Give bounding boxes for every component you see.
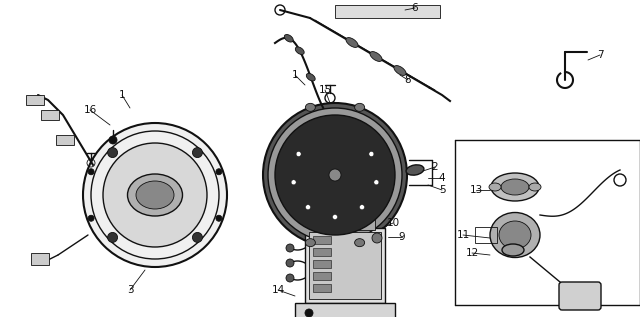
Circle shape	[286, 244, 294, 252]
Bar	[305, 228, 385, 303]
Circle shape	[291, 180, 296, 185]
Ellipse shape	[370, 52, 382, 61]
Circle shape	[296, 152, 301, 157]
Circle shape	[275, 115, 395, 235]
Bar	[41, 110, 59, 120]
Circle shape	[103, 143, 207, 247]
Circle shape	[109, 136, 117, 144]
Circle shape	[286, 274, 294, 282]
Bar	[475, 227, 497, 243]
Circle shape	[88, 215, 94, 221]
Text: 11: 11	[456, 230, 470, 240]
Ellipse shape	[499, 221, 531, 249]
Ellipse shape	[529, 183, 541, 191]
Ellipse shape	[489, 183, 501, 191]
Circle shape	[305, 309, 313, 317]
Circle shape	[329, 169, 341, 181]
Circle shape	[108, 232, 118, 243]
Circle shape	[108, 148, 118, 158]
Text: 6: 6	[412, 3, 419, 13]
Ellipse shape	[406, 165, 424, 175]
Circle shape	[268, 108, 402, 242]
Bar	[309, 232, 381, 299]
Circle shape	[216, 215, 222, 221]
Ellipse shape	[355, 239, 365, 247]
Ellipse shape	[127, 174, 182, 216]
Circle shape	[216, 169, 222, 175]
Ellipse shape	[502, 244, 524, 256]
Bar	[313, 272, 331, 280]
Circle shape	[333, 215, 337, 219]
Circle shape	[263, 103, 407, 247]
Bar	[335, 216, 375, 230]
Circle shape	[360, 205, 365, 210]
Text: 16: 16	[83, 105, 97, 115]
Circle shape	[374, 180, 379, 185]
Ellipse shape	[136, 181, 174, 209]
Circle shape	[286, 259, 294, 267]
Text: 1: 1	[118, 90, 125, 100]
Text: 5: 5	[438, 185, 445, 195]
Ellipse shape	[491, 173, 539, 201]
Text: 4: 4	[438, 173, 445, 183]
Text: 7: 7	[596, 50, 604, 60]
Text: 15: 15	[318, 85, 332, 95]
Bar	[313, 236, 331, 244]
Ellipse shape	[490, 212, 540, 257]
Text: 1: 1	[292, 70, 298, 80]
Bar	[313, 248, 331, 256]
Ellipse shape	[284, 35, 293, 42]
Bar	[31, 253, 49, 265]
Text: 10: 10	[387, 218, 399, 228]
Bar	[313, 260, 331, 268]
Bar	[56, 135, 74, 145]
Ellipse shape	[307, 74, 315, 81]
Text: 2: 2	[432, 162, 438, 172]
Ellipse shape	[355, 103, 365, 111]
Circle shape	[88, 169, 94, 175]
Circle shape	[372, 233, 382, 243]
Ellipse shape	[305, 239, 316, 247]
Ellipse shape	[295, 47, 304, 55]
Text: 13: 13	[469, 185, 483, 195]
Bar	[26, 95, 44, 105]
Text: 3: 3	[127, 285, 133, 295]
Ellipse shape	[346, 38, 358, 48]
Polygon shape	[335, 5, 440, 18]
Bar	[313, 284, 331, 292]
Ellipse shape	[501, 179, 529, 195]
Ellipse shape	[305, 103, 316, 111]
Circle shape	[83, 123, 227, 267]
Circle shape	[193, 148, 202, 158]
Text: 8: 8	[404, 75, 412, 85]
Circle shape	[369, 152, 374, 157]
Text: 9: 9	[399, 232, 405, 242]
Circle shape	[193, 232, 202, 243]
FancyBboxPatch shape	[559, 282, 601, 310]
Ellipse shape	[394, 66, 406, 75]
Bar	[295, 303, 395, 317]
Circle shape	[305, 205, 310, 210]
Text: 12: 12	[465, 248, 479, 258]
Text: 14: 14	[271, 285, 285, 295]
